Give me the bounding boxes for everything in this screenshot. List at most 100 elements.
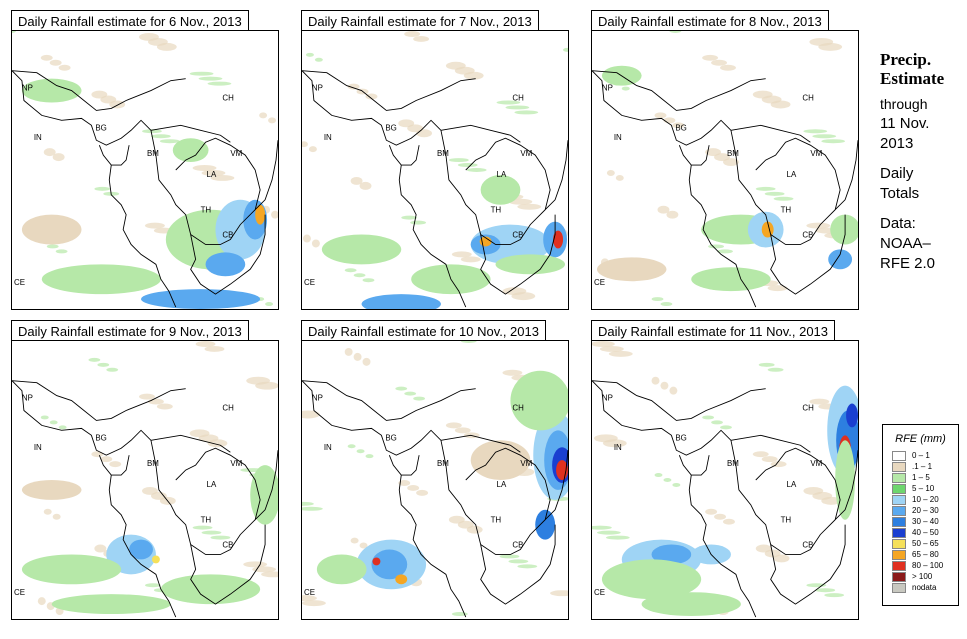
rain-speckle bbox=[445, 422, 462, 429]
legend-item: > 100 bbox=[892, 571, 958, 582]
rain-speckle bbox=[145, 222, 165, 229]
rain-speckle bbox=[448, 515, 465, 524]
rain-speckle bbox=[91, 90, 108, 99]
rain-speckle bbox=[767, 367, 784, 372]
rain-speckle bbox=[106, 367, 119, 372]
country-label-np: NP bbox=[312, 84, 323, 93]
map-panel: Daily Rainfall estimate for 9 Nov., 2013… bbox=[11, 320, 279, 620]
rain-area bbox=[129, 539, 153, 560]
rainfall-legend: RFE (mm) 0 – 1 .1 – 1 1 – 5 5 – 10 10 – 20 20… bbox=[882, 424, 959, 606]
legend-swatch bbox=[892, 582, 906, 593]
rain-speckle bbox=[302, 506, 323, 511]
caption-through: through bbox=[880, 96, 928, 112]
country-label-vm: VM bbox=[230, 149, 242, 158]
rain-speckle bbox=[505, 105, 530, 110]
rain-speckle bbox=[824, 593, 845, 598]
rain-speckle bbox=[708, 244, 725, 249]
country-label-bg: BG bbox=[675, 123, 686, 132]
rain-speckle bbox=[52, 153, 65, 162]
rain-speckle bbox=[302, 141, 308, 148]
rain-speckle bbox=[812, 134, 837, 139]
rain-speckle bbox=[359, 542, 368, 549]
legend-item: .1 – 1 bbox=[892, 461, 958, 472]
legend-item: 10 – 20 bbox=[892, 494, 958, 505]
legend-swatch bbox=[892, 494, 906, 505]
rain-speckle bbox=[651, 376, 660, 385]
rain-speckle bbox=[508, 559, 529, 564]
legend-swatch bbox=[892, 483, 906, 494]
rain-speckle bbox=[147, 398, 164, 405]
rain-speckle bbox=[58, 64, 71, 71]
legend-swatch bbox=[892, 516, 906, 527]
rain-speckle bbox=[606, 170, 615, 176]
country-label-in: IN bbox=[34, 133, 42, 142]
rain-speckle bbox=[720, 64, 736, 71]
rainfall-map: NP IN BG BM CH VM LA TH CB CE bbox=[591, 30, 859, 310]
country-label-th: TH bbox=[201, 516, 212, 525]
legend-label: nodata bbox=[912, 583, 937, 592]
rain-speckle bbox=[311, 239, 320, 248]
rain-speckle bbox=[91, 451, 104, 458]
country-label-np: NP bbox=[22, 394, 33, 403]
rain-speckle bbox=[302, 595, 317, 602]
country-label-ch: CH bbox=[512, 403, 524, 412]
rain-speckle bbox=[192, 165, 217, 171]
rain-speckle bbox=[608, 350, 633, 357]
panel-title: Daily Rainfall estimate for 9 Nov., 2013 bbox=[11, 320, 249, 341]
country-label-ch: CH bbox=[222, 93, 234, 102]
rain-speckle bbox=[97, 362, 110, 367]
country-label-np: NP bbox=[602, 84, 613, 93]
caption-source-line1: NOAA– bbox=[880, 235, 931, 252]
rain-speckle bbox=[621, 86, 630, 91]
rain-area bbox=[553, 230, 564, 249]
rain-area bbox=[151, 555, 160, 564]
country-label-ce: CE bbox=[594, 278, 605, 287]
country-label-vm: VM bbox=[230, 459, 242, 468]
legend-swatch bbox=[892, 538, 906, 549]
rain-speckle bbox=[265, 302, 274, 307]
rain-speckle bbox=[821, 139, 846, 144]
rain-speckle bbox=[502, 287, 527, 296]
rain-area bbox=[160, 574, 261, 605]
rain-area bbox=[172, 138, 209, 163]
legend-item: 5 – 10 bbox=[892, 483, 958, 494]
country-label-bm: BM bbox=[437, 459, 449, 468]
rain-area bbox=[601, 559, 702, 600]
rain-speckle bbox=[344, 268, 357, 273]
map-panel: Daily Rainfall estimate for 11 Nov., 201… bbox=[591, 320, 859, 620]
rain-speckle bbox=[189, 429, 210, 438]
rain-speckle bbox=[347, 83, 360, 90]
caption-date-line2: 2013 bbox=[880, 135, 914, 152]
legend-label: .1 – 1 bbox=[912, 462, 933, 471]
rain-area bbox=[255, 204, 266, 225]
caption-source-line2: RFE 2.0 bbox=[880, 255, 936, 272]
rainfall-map: NP IN BG BM CH VM LA TH CB CE bbox=[591, 340, 859, 620]
rain-speckle bbox=[445, 61, 466, 70]
rain-speckle bbox=[395, 386, 408, 391]
legend-swatch bbox=[892, 505, 906, 516]
rain-speckle bbox=[413, 396, 426, 401]
rain-area bbox=[316, 554, 367, 585]
rain-speckle bbox=[362, 357, 371, 366]
side-caption: Precip. Estimate through 11 Nov. 2013 Da… bbox=[880, 50, 965, 274]
rain-area bbox=[321, 234, 402, 265]
rain-speckle bbox=[350, 176, 363, 185]
rain-speckle bbox=[761, 456, 778, 463]
rain-speckle bbox=[356, 449, 365, 454]
rain-speckle bbox=[755, 186, 776, 191]
legend-label: 1 – 5 bbox=[912, 473, 930, 482]
rain-area bbox=[535, 509, 556, 540]
rain-speckle bbox=[410, 220, 427, 225]
caption-title-line2: Estimate bbox=[880, 69, 945, 88]
rain-area bbox=[205, 252, 246, 277]
rain-speckle bbox=[702, 415, 715, 420]
map-panel: Daily Rainfall estimate for 8 Nov., 2013… bbox=[591, 10, 859, 310]
rain-speckle bbox=[37, 597, 46, 606]
rain-speckle bbox=[150, 134, 171, 139]
rain-speckle bbox=[803, 486, 824, 495]
rain-area bbox=[250, 465, 278, 525]
rain-speckle bbox=[139, 393, 155, 400]
country-label-th: TH bbox=[781, 206, 792, 215]
rain-speckle bbox=[711, 420, 724, 425]
rain-speckle bbox=[302, 410, 320, 419]
